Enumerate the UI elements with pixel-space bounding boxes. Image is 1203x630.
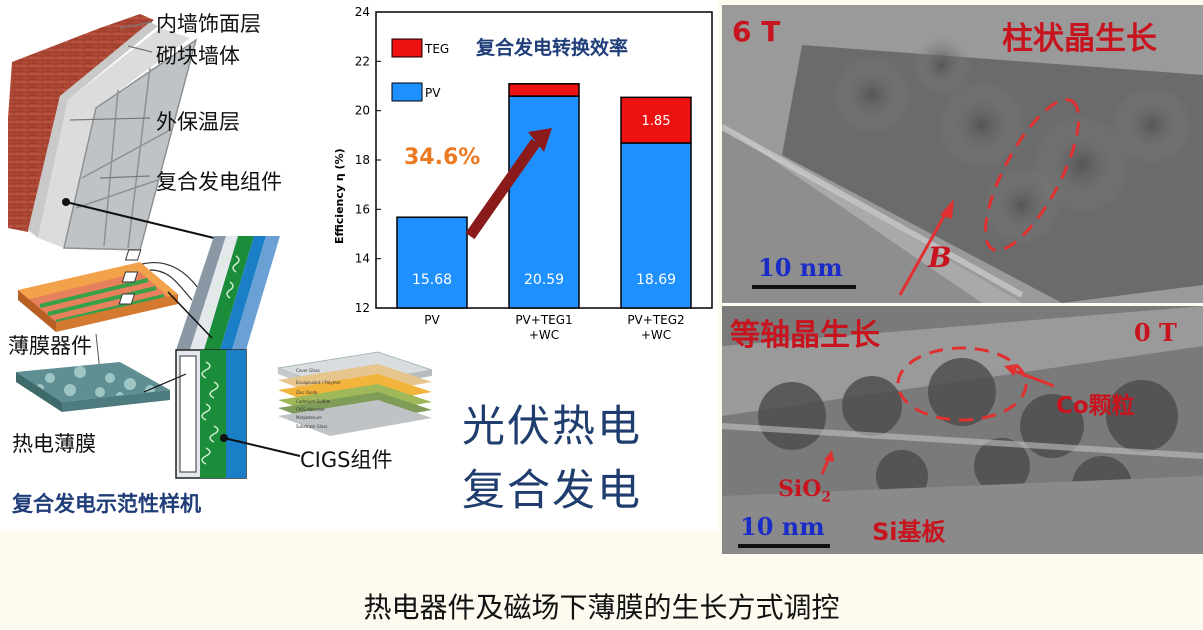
bar-teg bbox=[620, 96, 692, 144]
efficiency-gain-label: 34.6% bbox=[404, 145, 480, 170]
y-axis-label: Efficiency η (%) bbox=[333, 148, 346, 244]
x-tick-label: PV bbox=[424, 313, 440, 327]
cigs-layer-text: Zinc Oxide bbox=[296, 390, 318, 395]
tem-image-0t: 等轴晶生长 0 T Co颗粒 SiO2 Si基板 10 nm bbox=[722, 306, 1203, 554]
pv-teg-line1: 光伏热电 bbox=[462, 402, 642, 452]
y-tick-label: 18 bbox=[355, 153, 370, 167]
field-6t-label: 6 T bbox=[732, 15, 781, 48]
x-tick-label: PV+TEG1 bbox=[515, 313, 572, 327]
bar-pv bbox=[396, 216, 468, 309]
legend-label-pv: PV bbox=[425, 86, 441, 100]
tile-layer bbox=[63, 38, 198, 251]
growth-arrow-head bbox=[528, 128, 552, 152]
efficiency-chart: 12 14 16 18 20 22 24 15.68 20.59 1.85 18.69 PV PV+… bbox=[328, 4, 718, 344]
label-thermo-film: 热电薄膜 bbox=[12, 432, 96, 456]
y-tick-label: 22 bbox=[355, 54, 370, 68]
figure-caption: 热电器件及磁场下薄膜的生长方式调控 bbox=[363, 591, 840, 624]
sio2-label: SiO2 bbox=[778, 476, 831, 505]
label-insulation: 外保温层 bbox=[156, 110, 240, 134]
bar-pv-value: 18.69 bbox=[636, 272, 676, 288]
equiaxed-grain-outline bbox=[896, 346, 1028, 422]
label-cigs-module: CIGS组件 bbox=[300, 448, 393, 472]
sio2-text: SiO bbox=[778, 476, 822, 502]
scale-bar-bottom: 10 nm bbox=[740, 512, 825, 541]
legend-label-teg: TEG bbox=[424, 42, 449, 56]
bar-pv-value: 20.59 bbox=[524, 272, 564, 288]
y-tick-label: 20 bbox=[355, 104, 370, 118]
field-0t-label: 0 T bbox=[1134, 318, 1177, 347]
y-tick-label: 16 bbox=[355, 202, 370, 216]
sio2-subscript: 2 bbox=[821, 489, 832, 506]
cigs-layer-text: Encapsulant / Polymer bbox=[296, 380, 341, 385]
cigs-module-diagram: Cover Glass Encapsulant / Polymer Zinc O… bbox=[276, 351, 433, 436]
bar-teg bbox=[508, 83, 580, 97]
label-block-wall: 砌块墙体 bbox=[156, 44, 240, 68]
tem-0t-texture bbox=[722, 306, 1203, 554]
si-substrate-label: Si基板 bbox=[872, 518, 946, 546]
cigs-layer-text: Cadmium Sulfide bbox=[296, 399, 331, 404]
cigs-layer-text: CIGS Absorber bbox=[296, 407, 325, 412]
scale-bar-top: 10 nm bbox=[758, 253, 843, 282]
label-inner-finish: 内墙饰面层 bbox=[156, 12, 261, 36]
label-composite-module: 复合发电组件 bbox=[156, 170, 282, 194]
cigs-layer-text: Cover Glass bbox=[296, 368, 320, 373]
pv-teg-line2: 复合发电 bbox=[462, 466, 642, 516]
x-tick-label: +WC bbox=[529, 328, 559, 342]
brick-layer bbox=[8, 14, 154, 232]
legend-swatch-teg bbox=[391, 38, 423, 58]
columnar-growth-label: 柱状晶生长 bbox=[1002, 21, 1157, 57]
chart-title: 复合发电转换效率 bbox=[475, 36, 628, 59]
wall-diagram bbox=[8, 14, 301, 479]
cigs-layer-text: Molybdenum bbox=[296, 415, 322, 420]
co-particle-label: Co颗粒 bbox=[1056, 393, 1135, 419]
growth-arrow bbox=[465, 138, 541, 240]
y-tick-label: 24 bbox=[355, 5, 370, 19]
y-tick-label: 14 bbox=[355, 252, 370, 266]
cigs-layer-text: Substrate Glass bbox=[296, 424, 328, 429]
tem-6t-texture bbox=[722, 5, 1203, 303]
y-tick-label: 12 bbox=[355, 301, 370, 315]
thin-film-grid bbox=[26, 272, 170, 326]
bar-pv-value: 15.68 bbox=[412, 272, 452, 288]
demo-prototype-title: 复合发电示范性样机 bbox=[12, 492, 201, 516]
x-tick-label: +WC bbox=[641, 328, 671, 342]
tem-image-6t: 6 T 柱状晶生长 B 10 nm bbox=[722, 5, 1203, 303]
legend-swatch-pv bbox=[391, 82, 423, 102]
field-b-label: B bbox=[928, 241, 952, 274]
label-thin-film-device: 薄膜器件 bbox=[8, 334, 92, 358]
equiaxed-growth-label: 等轴晶生长 bbox=[730, 318, 880, 353]
thermo-film bbox=[16, 362, 170, 402]
columnar-grain-outline bbox=[983, 98, 1081, 252]
bar-teg-value: 1.85 bbox=[642, 114, 671, 129]
x-tick-label: PV+TEG2 bbox=[627, 313, 684, 327]
